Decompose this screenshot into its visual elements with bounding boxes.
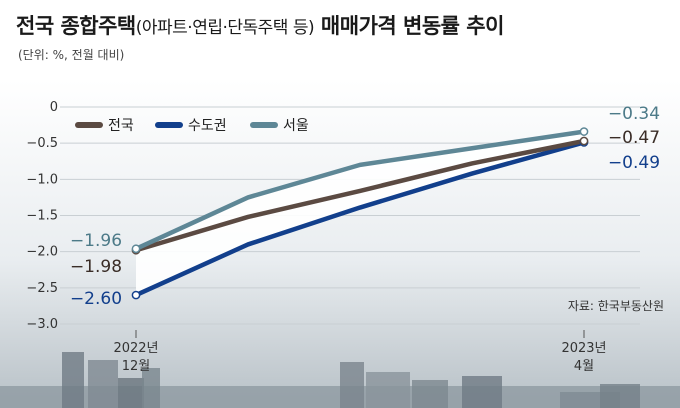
y-tick-label: −3.0	[26, 317, 58, 332]
data-label: −1.98	[70, 257, 122, 277]
y-tick-label: 0	[50, 100, 58, 115]
data-point	[131, 244, 141, 254]
chart-title: 전국 종합주택(아파트·연립·단독주택 등) 매매가격 변동률 추이	[16, 14, 504, 38]
y-tick-label: −2.0	[26, 245, 58, 260]
y-tick-label: −1.0	[26, 172, 58, 187]
legend-label: 전국	[108, 118, 134, 134]
series-line-1	[133, 140, 587, 298]
legend-label: 수도권	[188, 118, 227, 134]
data-label: −0.47	[608, 128, 660, 148]
y-tick-label: −1.5	[26, 209, 58, 224]
x-tick-label: 12월	[122, 359, 151, 374]
data-point	[579, 127, 589, 136]
data-label: −0.34	[608, 104, 660, 124]
city-skyline	[0, 352, 680, 408]
series-line-0	[133, 138, 587, 253]
data-point	[579, 136, 589, 146]
series-line-2	[133, 129, 587, 252]
source-note: 자료: 한국부동산원	[568, 299, 664, 313]
x-tick-label: 4월	[574, 359, 594, 374]
data-point	[131, 290, 141, 300]
data-label: −0.49	[608, 153, 660, 173]
data-label: −2.60	[70, 289, 122, 309]
unit-label: (단위: %, 전월 대비)	[18, 48, 125, 62]
legend-label: 서울	[283, 118, 309, 134]
x-tick-label: 2022년	[113, 341, 158, 356]
x-tick-label: 2023년	[561, 341, 606, 356]
y-tick-label: −0.5	[26, 136, 58, 151]
y-tick-label: −2.5	[26, 281, 58, 296]
data-label: −1.96	[70, 231, 122, 251]
